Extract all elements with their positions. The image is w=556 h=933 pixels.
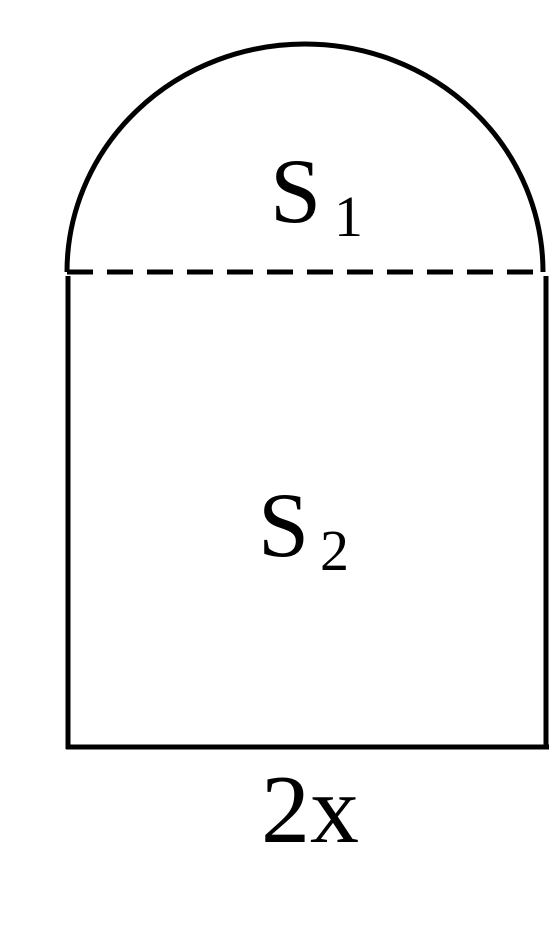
region-label-s1: S 1 <box>270 140 363 249</box>
semicircle-arc <box>64 41 546 273</box>
s1-symbol: S <box>270 140 321 242</box>
s2-subscript: 2 <box>320 518 349 583</box>
s2-symbol: S <box>258 474 309 576</box>
base-length-label: 2x <box>261 756 359 864</box>
s1-subscript: 1 <box>334 184 363 249</box>
region-label-s2: S 2 <box>258 474 349 583</box>
